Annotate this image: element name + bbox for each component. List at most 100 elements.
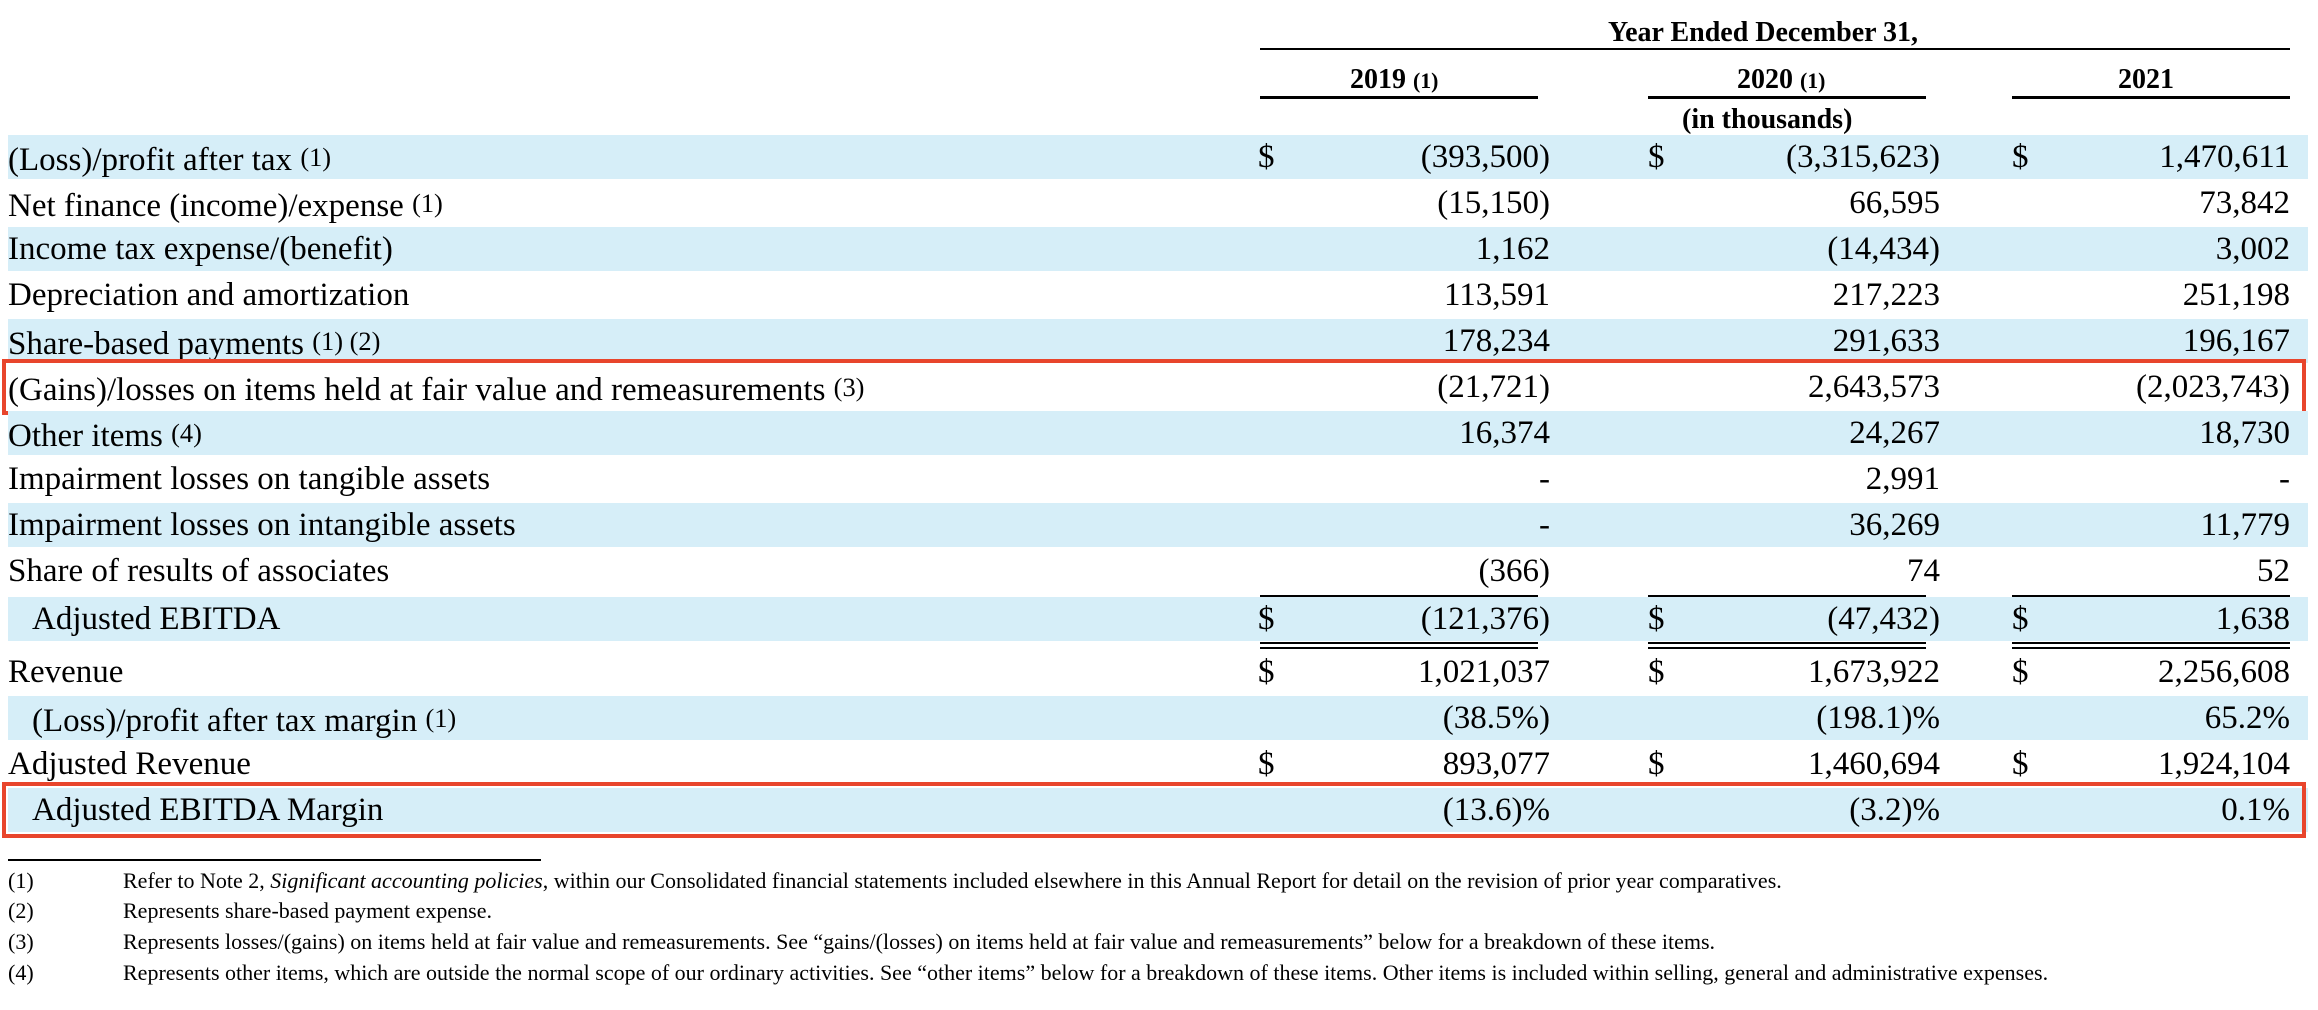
footnote-text-part: Refer to Note 2, bbox=[123, 868, 271, 893]
row-label-text: Other items bbox=[8, 417, 163, 454]
footnote-number: (1) bbox=[8, 868, 34, 893]
table-row: Impairment losses on tangible assets - 2,9… bbox=[8, 457, 2308, 501]
value-cell-2021: 11,779 bbox=[2200, 507, 2290, 543]
row-label: Income tax expense/(benefit) bbox=[8, 227, 393, 271]
row-label: Net finance (income)/expense (1) bbox=[8, 181, 443, 228]
total-overline bbox=[1260, 595, 1538, 597]
table-row: Share of results of associates (366) 74 52 bbox=[8, 549, 2308, 593]
dollar-sign: $ bbox=[1258, 746, 1275, 782]
column-rule-2019 bbox=[1260, 96, 1538, 99]
value-cell-2021: 251,198 bbox=[2182, 277, 2290, 313]
footnote-text-part: , within our Consolidated financial stat… bbox=[542, 868, 1782, 893]
row-label-text: Share-based payments bbox=[8, 325, 304, 362]
value-cell-2020: 2,643,573 bbox=[1808, 369, 1940, 405]
dollar-sign: $ bbox=[1648, 654, 1665, 690]
value-cell-2021: 52 bbox=[2257, 553, 2290, 589]
dollar-sign: $ bbox=[1258, 601, 1275, 637]
value-cell-2020: 36,269 bbox=[1849, 507, 1940, 543]
value-cell-2019: (21,721) bbox=[1437, 369, 1550, 405]
value-cell-2020: 74 bbox=[1907, 553, 1940, 589]
table-row: (Loss)/profit after tax (1) (393,500) $ (3,… bbox=[8, 135, 2308, 179]
footnote-text-part: Represents share-based payment expense. bbox=[123, 898, 492, 923]
table-row: Share-based payments (1) (2) 178,234 291,6… bbox=[8, 319, 2308, 363]
table-row: Net finance (income)/expense (1) (15,150)… bbox=[8, 181, 2308, 225]
value-cell-2020: (14,434) bbox=[1827, 231, 1940, 267]
footnote-text-part: Represents other items, which are outsid… bbox=[123, 960, 2049, 985]
footnote-text: Represents share-based payment expense. bbox=[123, 896, 492, 926]
value-cell-2021: 3,002 bbox=[2215, 231, 2290, 267]
value-cell-2019: (366) bbox=[1478, 553, 1550, 589]
row-label-text: Adjusted Revenue bbox=[8, 746, 251, 782]
row-label: Share-based payments (1) (2) bbox=[8, 319, 380, 366]
row-label: (Gains)/losses on items held at fair val… bbox=[8, 365, 864, 412]
value-cell-2019: 113,591 bbox=[1443, 277, 1550, 313]
row-label-text: (Loss)/profit after tax bbox=[8, 141, 293, 178]
row-label: Adjusted EBITDA bbox=[32, 597, 280, 641]
row-label: Adjusted EBITDA Margin bbox=[32, 788, 383, 832]
value-cell-2019: 178,234 bbox=[1442, 323, 1550, 359]
row-footnote-ref: (1) bbox=[425, 703, 457, 733]
row-label: Revenue bbox=[8, 650, 123, 694]
period-title: Year Ended December 31, bbox=[1608, 17, 1919, 48]
value-cell-2020: 1,460,694 bbox=[1808, 746, 1940, 782]
footnote-text: Represents other items, which are outsid… bbox=[123, 958, 2048, 988]
value-cell-2021: 1,924,104 bbox=[2158, 746, 2290, 782]
footnote-number: (2) bbox=[8, 898, 34, 923]
value-cell-2019: - bbox=[1539, 461, 1550, 497]
footnote-text: Represents losses/(gains) on items held … bbox=[123, 927, 1715, 957]
value-cell-2021: (2,023,743) bbox=[2136, 369, 2290, 405]
dollar-sign: $ bbox=[1648, 746, 1665, 782]
value-cell-2021: 2,256,608 bbox=[2158, 654, 2290, 690]
value-cell-2021: - bbox=[2279, 461, 2290, 497]
row-footnote-ref: (1) (2) bbox=[312, 326, 381, 356]
row-label-text: Net finance (income)/expense bbox=[8, 187, 404, 224]
footnote-number: (3) bbox=[8, 929, 34, 954]
dollar-sign: $ bbox=[1258, 654, 1275, 690]
footnote-text-italic: Significant accounting policies bbox=[270, 868, 543, 893]
total-overline bbox=[2012, 595, 2290, 597]
row-label: Depreciation and amortization bbox=[8, 273, 409, 317]
value-cell-2020: (198.1)% bbox=[1816, 700, 1940, 736]
row-label: Impairment losses on tangible assets bbox=[8, 457, 490, 501]
value-cell-2019: (13.6)% bbox=[1442, 792, 1550, 828]
total-double-underline bbox=[1648, 647, 1926, 649]
value-cell-2021: 196,167 bbox=[2182, 323, 2290, 359]
row-label: Other items (4) bbox=[8, 411, 202, 458]
row-label: Impairment losses on intangible assets bbox=[8, 503, 516, 547]
row-footnote-ref: (1) bbox=[412, 188, 443, 218]
value-cell-2020: (3,315,623) bbox=[1786, 139, 1940, 175]
value-cell-2021: 65.2% bbox=[2204, 700, 2290, 736]
footnote-number: (4) bbox=[8, 960, 34, 985]
total-overline bbox=[1648, 595, 1926, 597]
value-cell-2021: 18,730 bbox=[2199, 415, 2290, 451]
units-note: (in thousands) bbox=[1682, 104, 1853, 135]
row-label: Share of results of associates bbox=[8, 549, 389, 593]
value-cell-2020: 217,223 bbox=[1832, 277, 1940, 313]
column-header-2021: 2021 bbox=[2118, 64, 2174, 95]
table-row: Adjusted Revenue 893,077 $1,460,694 $1,924,… bbox=[8, 742, 2308, 786]
row-footnote-ref: (1) bbox=[300, 142, 332, 172]
row-label-text: Revenue bbox=[8, 654, 124, 690]
value-cell-2019: 1,021,037 bbox=[1418, 654, 1550, 690]
table-row: Adjusted EBITDA Margin (13.6)% (3.2)% 0.1% bbox=[8, 788, 2308, 832]
footnote-text: Refer to Note 2, Significant accounting … bbox=[123, 866, 1782, 896]
table-row: Income tax expense/(benefit) 1,162 (14,434… bbox=[8, 227, 2308, 271]
value-cell-2019: 1,162 bbox=[1475, 231, 1550, 267]
column-rule-2021 bbox=[2012, 96, 2290, 99]
value-cell-2019: (38.5%) bbox=[1442, 700, 1550, 736]
total-double-underline bbox=[1260, 647, 1538, 649]
value-cell-2019: (121,376) bbox=[1420, 601, 1550, 637]
value-cell-2019: (393,500) bbox=[1420, 139, 1550, 175]
total-double-underline bbox=[1260, 642, 1538, 644]
value-cell-2019: 893,077 bbox=[1442, 746, 1550, 782]
value-cell-2020: (47,432) bbox=[1827, 601, 1940, 637]
table-row: Depreciation and amortization 113,591 217,… bbox=[8, 273, 2308, 317]
row-label-text: Impairment losses on intangible assets bbox=[8, 507, 516, 543]
value-cell-2019: 16,374 bbox=[1459, 415, 1550, 451]
dollar-sign: $ bbox=[1648, 601, 1665, 637]
value-cell-2021: 0.1% bbox=[2221, 792, 2290, 828]
row-label: (Loss)/profit after tax margin (1) bbox=[32, 696, 456, 743]
row-label-text: Impairment losses on tangible assets bbox=[8, 461, 491, 497]
value-cell-2019: - bbox=[1539, 507, 1550, 543]
value-cell-2020: 1,673,922 bbox=[1808, 654, 1940, 690]
